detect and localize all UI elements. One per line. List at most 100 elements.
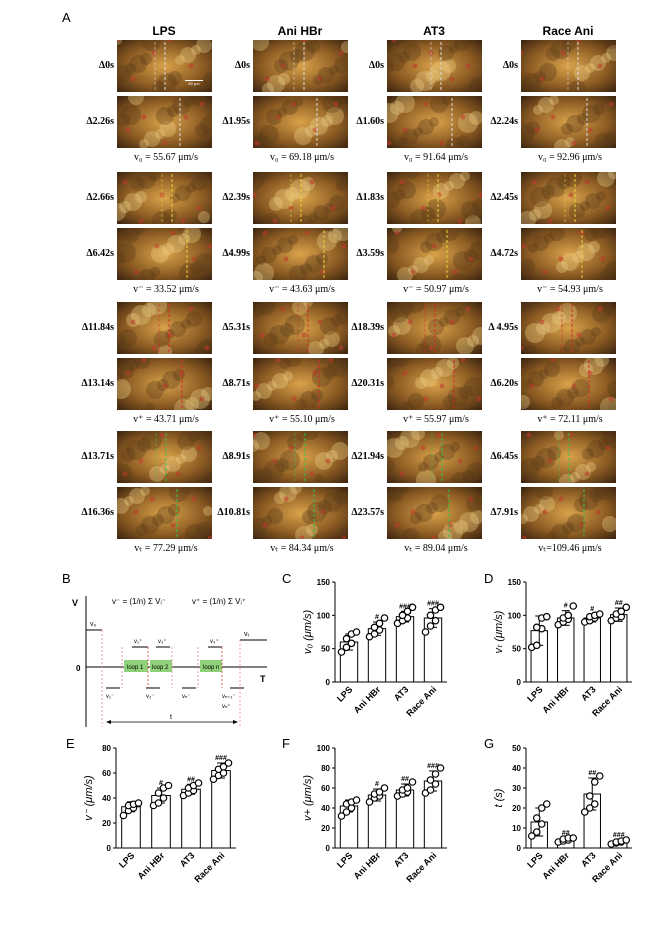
significance-label: ### bbox=[613, 832, 625, 839]
data-point bbox=[365, 798, 374, 806]
micrograph-frame bbox=[253, 487, 348, 539]
time-label: Δ7.91s bbox=[490, 507, 518, 518]
micrograph-frame bbox=[117, 96, 212, 148]
column-title: Ani HBr bbox=[277, 24, 323, 38]
y-tick-label: 50 bbox=[321, 645, 330, 654]
y-tick-label: 0 bbox=[517, 844, 522, 853]
data-point bbox=[408, 778, 417, 786]
column-title: Race Ani bbox=[542, 24, 594, 38]
y-tick-label: 50 bbox=[512, 645, 521, 654]
time-label: Δ2.24s bbox=[490, 116, 518, 127]
data-point bbox=[352, 628, 361, 636]
micrograph-frame bbox=[253, 40, 348, 92]
time-label: Δ20.31s bbox=[351, 378, 384, 389]
significance-label: ## bbox=[562, 830, 570, 837]
velocity-label: v⁻ = 54.93 μm/s bbox=[537, 284, 603, 295]
panel-letter-a: A bbox=[62, 10, 71, 25]
significance-label: # bbox=[590, 606, 594, 613]
data-point bbox=[342, 634, 351, 643]
x-axis-label: T bbox=[260, 674, 266, 684]
micrograph-frame bbox=[387, 431, 482, 483]
significance-label: ### bbox=[399, 603, 411, 610]
y-tick-label: 100 bbox=[317, 744, 331, 753]
micrograph-frame bbox=[387, 358, 482, 410]
velocity-label: vₜ = 77.29 μm/s bbox=[134, 543, 198, 554]
micrograph-frame bbox=[117, 40, 212, 92]
micrograph-frame bbox=[521, 228, 616, 280]
time-label: Δ0s bbox=[98, 60, 114, 71]
y-tick-label: 20 bbox=[102, 819, 111, 828]
y-tick-label: 30 bbox=[512, 784, 521, 793]
significance-label: ### bbox=[427, 763, 439, 770]
category-label: Race Ani bbox=[404, 850, 438, 884]
y-tick-label: 80 bbox=[102, 744, 111, 753]
data-point bbox=[375, 619, 384, 628]
significance-label: ## bbox=[187, 776, 195, 783]
category-label: AT3 bbox=[178, 850, 197, 869]
micrograph-frame bbox=[387, 302, 482, 354]
micrograph-frame bbox=[521, 487, 616, 539]
data-point bbox=[542, 612, 551, 621]
panel-e-bar-chart: 0 20 40 60 80 v⁻ (μm/s) LPS # Ani HBr ## AT3 ### Rac… bbox=[83, 744, 236, 884]
label-v2p: v₂⁺ bbox=[158, 638, 167, 645]
data-point bbox=[342, 643, 351, 652]
data-point bbox=[569, 834, 578, 842]
data-point bbox=[224, 759, 233, 767]
significance-label: ### bbox=[427, 601, 439, 608]
y-axis-label: vₜ (μm/s) bbox=[493, 610, 505, 653]
category-label: Ani HBr bbox=[352, 684, 383, 715]
data-point bbox=[403, 607, 412, 616]
origin-label: 0 bbox=[76, 664, 81, 673]
y-tick-label: 150 bbox=[508, 578, 522, 587]
panel-letter-d: D bbox=[484, 571, 494, 586]
y-axis-label: v+ (μm/s) bbox=[302, 775, 314, 821]
category-label: LPS bbox=[117, 850, 136, 869]
data-point bbox=[375, 788, 384, 796]
loop-1-label: loop 1 bbox=[127, 665, 144, 671]
y-axis-label: V bbox=[72, 598, 78, 608]
formula-plus: v⁺ = (1/n) Σ Vᵢ⁺ bbox=[192, 597, 246, 606]
y-tick-label: 60 bbox=[102, 769, 111, 778]
velocity-label: v₀ = 92.96 μm/s bbox=[538, 152, 602, 163]
loop-2-label: loop 2 bbox=[152, 665, 169, 671]
y-axis-label: v⁻ (μm/s) bbox=[83, 775, 95, 821]
data-point bbox=[159, 794, 168, 802]
bar bbox=[583, 617, 601, 683]
time-label: Δ2.39s bbox=[222, 192, 250, 203]
data-point bbox=[436, 603, 445, 612]
y-tick-label: 40 bbox=[512, 764, 521, 773]
y-tick-label: 0 bbox=[326, 678, 331, 687]
velocity-label: v₀ = 69.18 μm/s bbox=[270, 152, 334, 163]
bar bbox=[610, 614, 628, 683]
time-label: Δ1.95s bbox=[222, 116, 250, 127]
time-label: Δ2.45s bbox=[490, 192, 518, 203]
significance-label: # bbox=[375, 781, 379, 788]
category-label: AT3 bbox=[392, 850, 411, 869]
data-point bbox=[342, 808, 351, 816]
panel-letter-e: E bbox=[66, 736, 75, 751]
scale-bar-label: 50 μm bbox=[185, 80, 203, 86]
label-vnm: vₙ⁻ bbox=[182, 694, 191, 700]
category-label: AT3 bbox=[392, 684, 411, 703]
data-point bbox=[154, 789, 163, 797]
category-label: LPS bbox=[525, 684, 544, 703]
label-vt: vₜ bbox=[244, 631, 250, 638]
micrograph-frame bbox=[521, 96, 616, 148]
velocity-label: v⁻ = 43.63 μm/s bbox=[269, 284, 335, 295]
data-point bbox=[380, 614, 389, 622]
category-label: Race Ani bbox=[192, 850, 226, 884]
micrograph-frame bbox=[253, 358, 348, 410]
panel-letter-b: B bbox=[62, 571, 71, 586]
velocity-label: vₜ = 89.04 μm/s bbox=[404, 543, 468, 554]
micrograph-frame bbox=[387, 228, 482, 280]
y-tick-label: 150 bbox=[317, 578, 331, 587]
data-point bbox=[426, 611, 435, 620]
panel-b-schematic: V T 0 v⁻ = (1/n) Σ Vᵢ⁻ v⁺ = (1/n) Σ Vᵢ⁺ … bbox=[72, 596, 267, 727]
micrograph-frame bbox=[117, 172, 212, 224]
data-point bbox=[398, 611, 407, 620]
micrograph-frame bbox=[253, 96, 348, 148]
data-point bbox=[370, 623, 379, 632]
micrograph-frame bbox=[387, 40, 482, 92]
data-point bbox=[347, 639, 356, 648]
